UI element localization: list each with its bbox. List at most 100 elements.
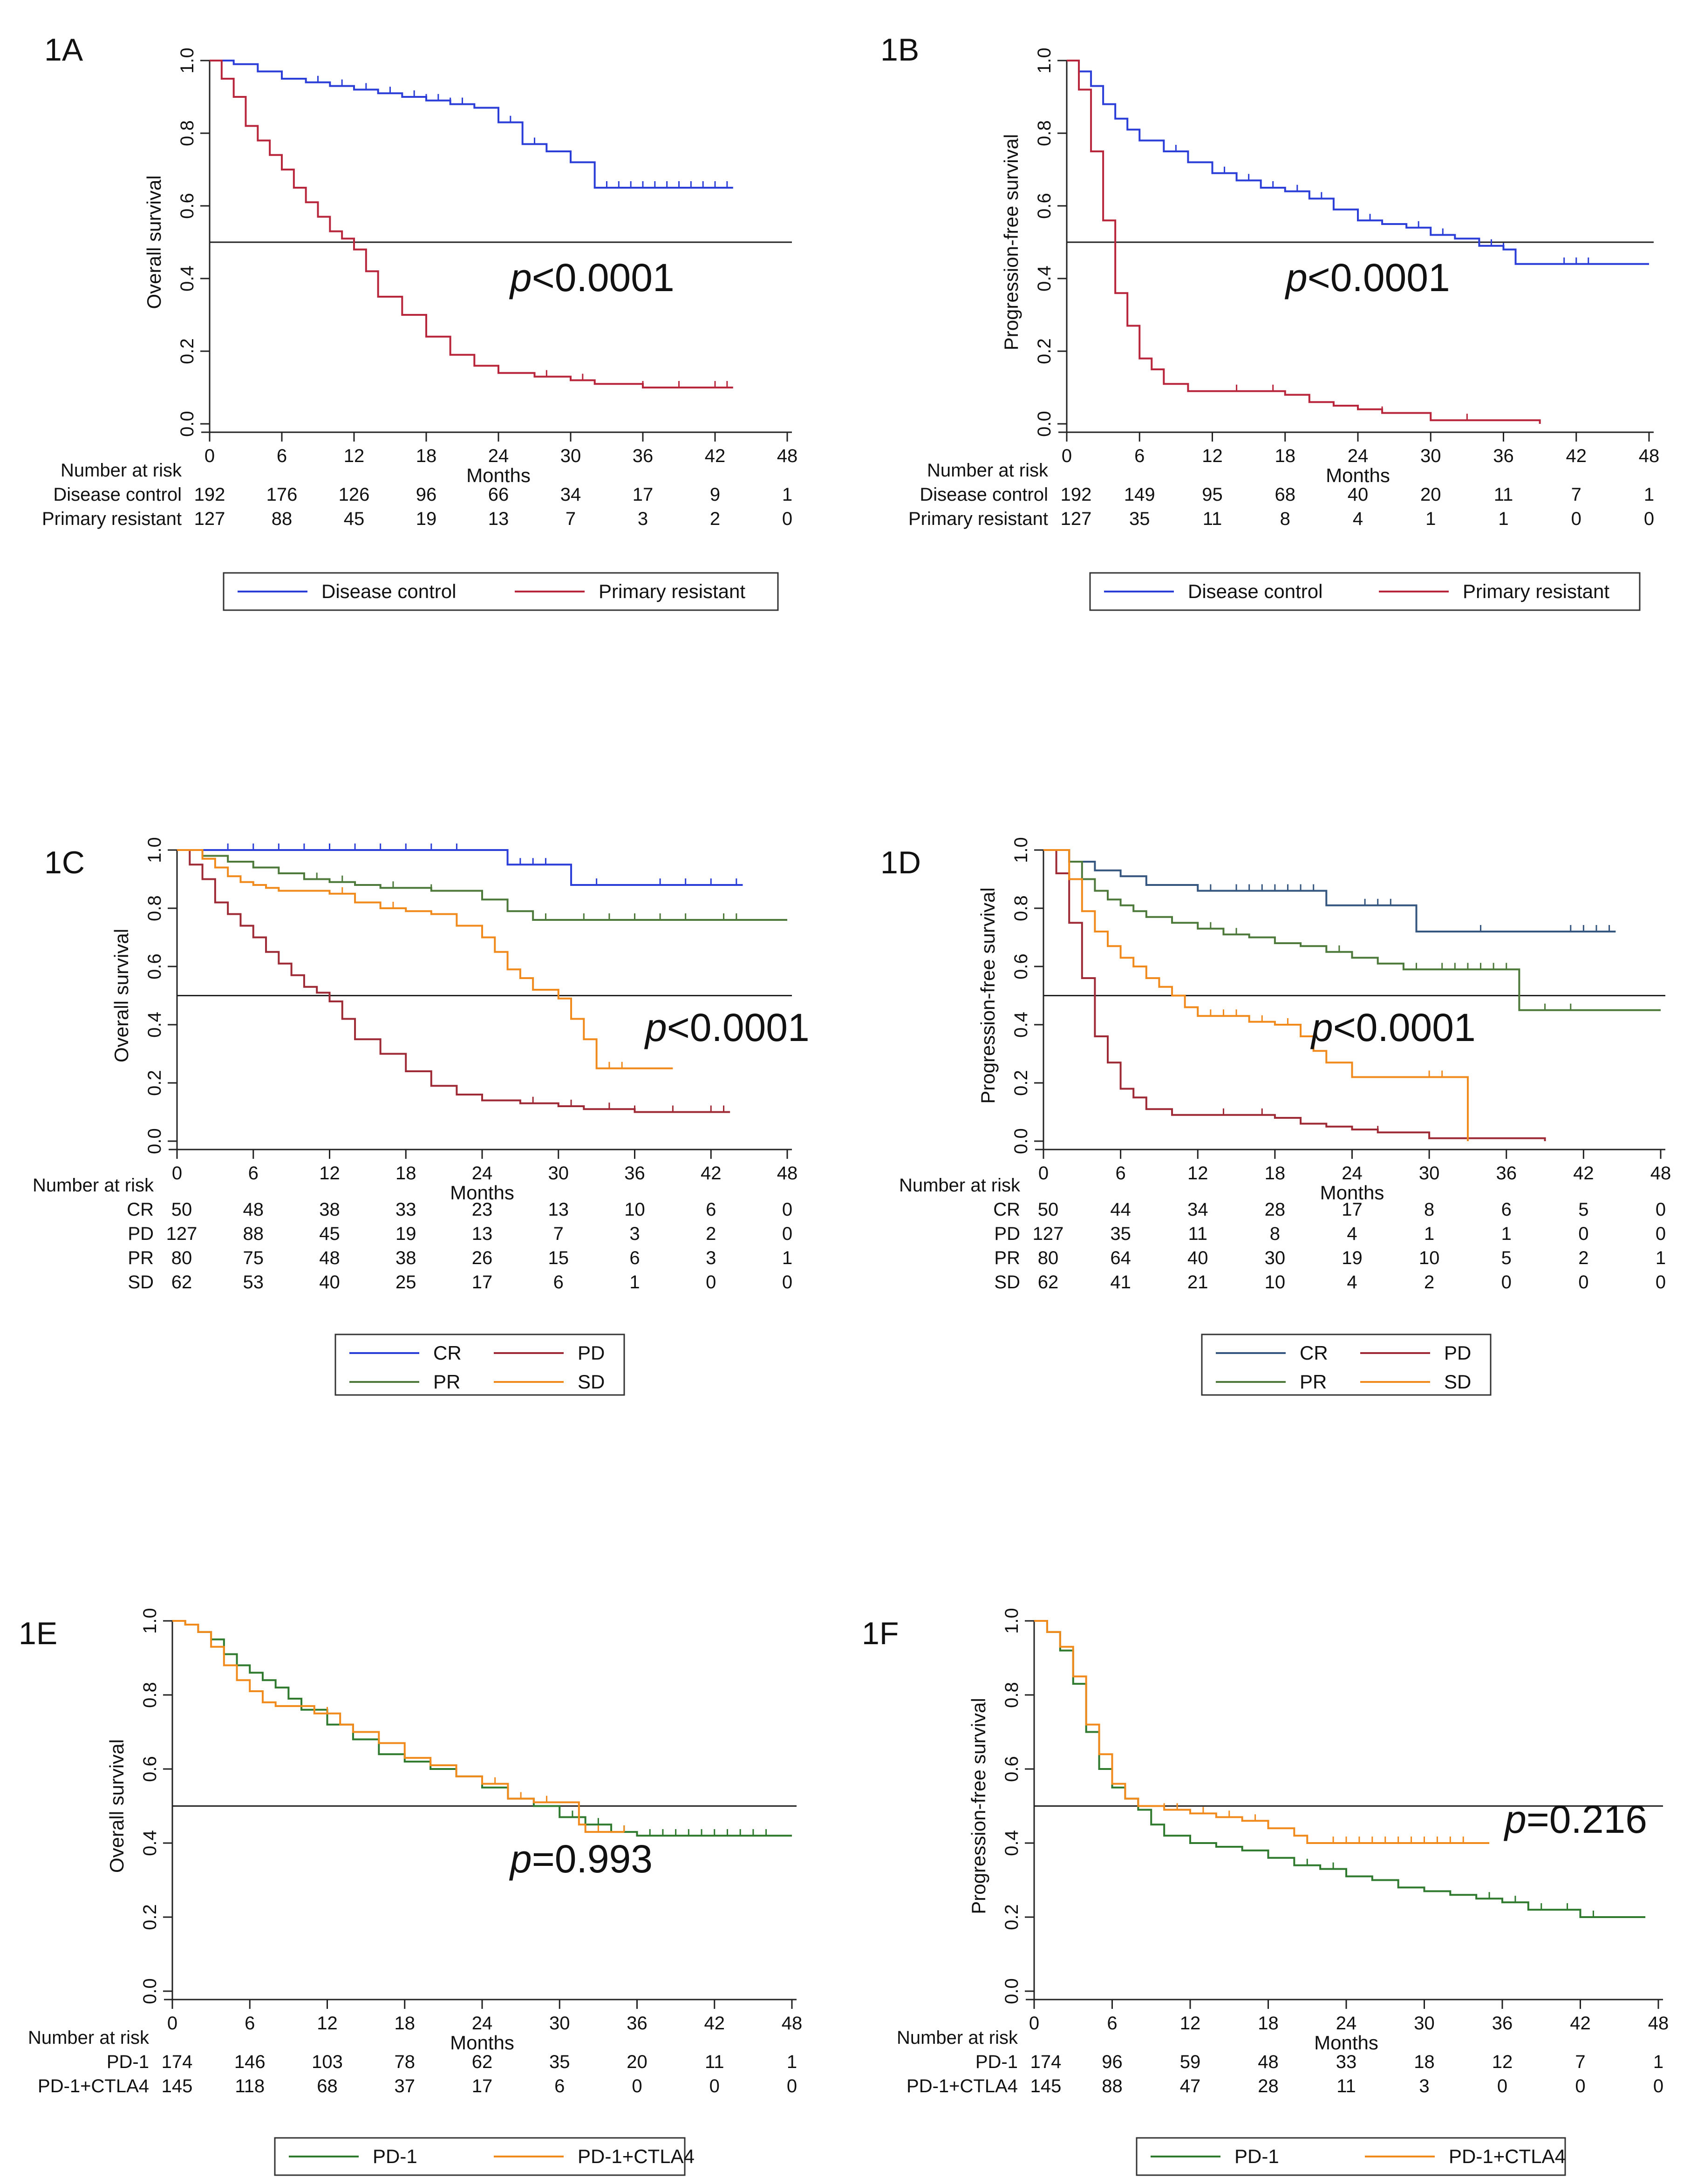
risk-count: 0: [1644, 509, 1654, 529]
risk-count: 145: [1030, 2076, 1062, 2096]
risk-count: 1: [1644, 484, 1654, 505]
risk-count: 1: [629, 1272, 640, 1293]
legend-box: [1089, 572, 1641, 611]
risk-count: 0: [782, 1272, 792, 1293]
risk-table-title: Number at risk: [927, 460, 1049, 481]
x-tick-label: 0: [1062, 446, 1072, 466]
x-tick-label: 6: [245, 2013, 255, 2034]
risk-count: 40: [1187, 1248, 1208, 1268]
risk-count: 37: [395, 2076, 416, 2096]
risk-table-title: Number at risk: [61, 460, 182, 481]
x-tick-label: 6: [277, 446, 287, 466]
risk-table-title: Number at risk: [33, 1175, 154, 1196]
risk-count: 1: [1653, 2052, 1663, 2072]
x-tick-label: 6: [1134, 446, 1145, 466]
p-symbol: p: [1503, 1797, 1527, 1841]
x-tick-label: 18: [395, 1163, 416, 1184]
x-tick-label: 12: [1202, 446, 1223, 466]
legend-label: PD-1+CTLA4: [1449, 2145, 1566, 2167]
risk-count: 0: [1578, 1272, 1588, 1293]
y-tick-label: 0.8: [1011, 895, 1031, 921]
risk-count: 62: [171, 1272, 192, 1293]
risk-count: 34: [1187, 1199, 1208, 1220]
risk-count: 3: [638, 509, 648, 529]
x-tick-label: 24: [1336, 2013, 1357, 2034]
risk-count: 96: [416, 484, 437, 505]
x-tick-label: 42: [704, 2013, 725, 2034]
p-symbol: p: [509, 256, 532, 299]
risk-count: 0: [709, 2076, 720, 2096]
risk-count: 7: [566, 509, 576, 529]
risk-count: 17: [472, 1272, 493, 1293]
survival-curve-pd: [177, 849, 730, 1113]
risk-count: 1: [1656, 1248, 1666, 1268]
risk-table-title: Number at risk: [28, 2028, 150, 2048]
y-axis-title: Overall survival: [106, 1739, 128, 1873]
risk-count: 62: [472, 2052, 493, 2072]
survival-curve-cr: [177, 849, 743, 886]
x-tick-label: 36: [1492, 2013, 1513, 2034]
risk-count: 8: [1280, 509, 1290, 529]
x-axis-title: Months: [1314, 2032, 1378, 2054]
risk-count: 3: [706, 1248, 716, 1268]
risk-count: 0: [1575, 2076, 1585, 2096]
risk-count: 0: [787, 2076, 797, 2096]
risk-count: 6: [553, 1272, 564, 1293]
y-tick-label: 1.0: [140, 1608, 160, 1634]
risk-count: 68: [1275, 484, 1296, 505]
risk-count: 35: [1110, 1224, 1131, 1244]
x-axis-title: Months: [450, 2032, 514, 2054]
x-tick-label: 18: [395, 2013, 416, 2034]
risk-row-label: PD-1: [975, 2052, 1018, 2072]
panel-label: 1C: [44, 845, 85, 880]
p-symbol: p: [1310, 1006, 1333, 1049]
risk-count: 1: [782, 1248, 792, 1268]
risk-count: 7: [1575, 2052, 1585, 2072]
risk-count: 0: [632, 2076, 642, 2096]
y-tick-label: 0.8: [140, 1682, 160, 1708]
survival-curve-sd: [1043, 849, 1469, 1141]
risk-count: 15: [548, 1248, 569, 1268]
risk-count: 26: [472, 1248, 493, 1268]
legend-label: CR: [1300, 1342, 1328, 1364]
risk-count: 0: [1656, 1199, 1666, 1220]
y-tick-label: 1.0: [144, 837, 165, 863]
risk-count: 34: [560, 484, 581, 505]
x-tick-label: 42: [705, 446, 726, 466]
survival-curve-pd-1-ctla4: [1034, 1620, 1490, 1844]
risk-count: 50: [171, 1199, 192, 1220]
y-tick-label: 0.0: [177, 411, 198, 437]
risk-row-label: PD-1+CTLA4: [907, 2076, 1018, 2096]
panel-1c: 1C0.00.20.40.60.81.00 6 12 18 24 30 36 42 48Mont…: [33, 837, 810, 1396]
risk-count: 0: [1653, 2076, 1663, 2096]
risk-count: 19: [416, 509, 437, 529]
risk-count: 5: [1501, 1248, 1512, 1268]
x-tick-label: 30: [1414, 2013, 1435, 2034]
risk-count: 0: [782, 509, 792, 529]
x-tick-label: 12: [319, 1163, 340, 1184]
y-axis-title: Progression-free survival: [968, 1698, 989, 1914]
p-value: <0.0001: [667, 1006, 810, 1049]
y-tick-label: 0.8: [1034, 120, 1055, 146]
risk-count: 20: [1420, 484, 1441, 505]
x-tick-label: 48: [777, 446, 798, 466]
survival-curve-disease-control: [1067, 60, 1649, 265]
y-tick-label: 0.6: [1034, 193, 1055, 219]
risk-count: 19: [395, 1224, 416, 1244]
risk-row-label: CR: [993, 1199, 1020, 1220]
risk-count: 40: [319, 1272, 340, 1293]
survival-curve-pd-1: [1034, 1620, 1646, 1918]
legend-box: [223, 572, 779, 611]
y-tick-label: 0.0: [140, 1978, 160, 2004]
legend-box: [334, 1334, 625, 1396]
risk-row-label: CR: [127, 1199, 154, 1220]
legend-label: PD-1+CTLA4: [578, 2145, 695, 2167]
y-axis-title: Progression-free survival: [1000, 134, 1022, 351]
risk-count: 2: [1578, 1248, 1588, 1268]
p-value: <0.0001: [1308, 256, 1450, 299]
risk-count: 88: [272, 509, 293, 529]
risk-count: 88: [243, 1224, 264, 1244]
risk-count: 47: [1180, 2076, 1201, 2096]
risk-row-label: Primary resistant: [42, 509, 182, 529]
risk-count: 0: [1571, 509, 1581, 529]
